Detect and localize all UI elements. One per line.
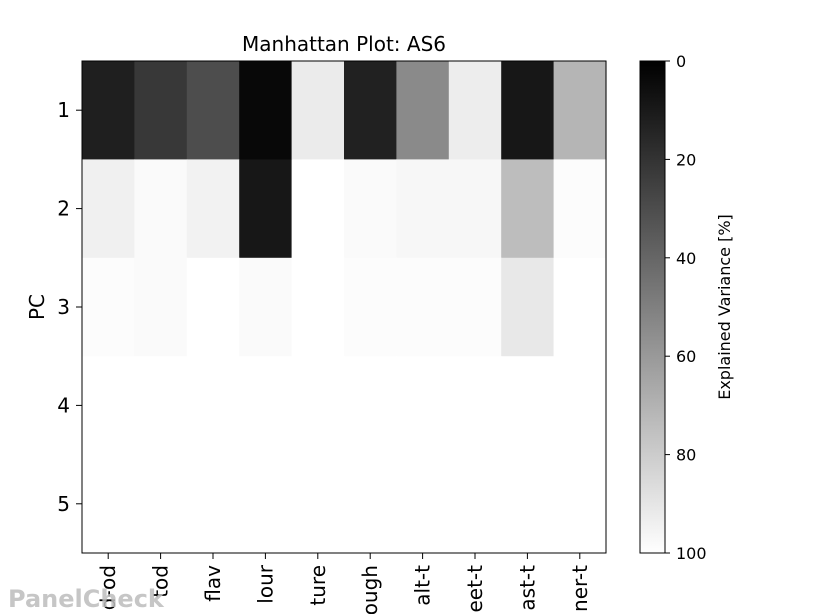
colorbar-tick-label: 0 [676,52,686,71]
y-tick-label: 4 [57,393,70,417]
x-tick-label: ast-t [515,565,539,611]
heatmap-cell [501,61,555,160]
heatmap-cell [239,61,293,160]
heatmap-cell [134,454,188,554]
colorbar-tick-label: 20 [676,150,696,169]
heatmap-cell [553,159,607,259]
heatmap-cell [344,454,397,554]
x-tick-label: eet-t [463,565,487,613]
y-tick-label: 2 [57,197,70,221]
heatmap-cell [291,356,345,456]
colorbar-label: Explained Variance [%] [715,214,734,400]
y-axis: 1 2 3 4 5 [57,98,82,516]
heatmap-cell [186,61,240,160]
heatmap-cell [134,356,188,456]
heatmap-cell [396,159,450,259]
heatmap-cell [501,356,555,456]
heatmap-cell [186,356,240,456]
heatmap-cell [553,356,607,456]
heatmap-cell [239,159,293,259]
heatmap-cell [553,454,607,554]
heatmap-cell [134,159,188,259]
colorbar [639,60,666,554]
heatmap-cell [448,356,502,456]
y-tick-label: 1 [57,98,70,122]
x-tick-label: ture [306,565,330,606]
heatmap-cell [448,159,502,259]
heatmap-cell [186,257,240,357]
heatmap-cell [396,356,450,456]
heatmap-cell [134,257,188,357]
y-tick-label: 5 [57,492,70,516]
heatmap-cell [344,356,397,456]
x-tick-label: ner-t [568,565,592,612]
heatmap-cell [553,257,607,357]
x-tick-label: d-od [96,565,120,610]
x-tick-label: lour [253,564,277,603]
colorbar-tick-label: 80 [676,446,696,465]
y-axis-label: PC [25,294,49,320]
heatmap-cell [239,257,293,357]
heatmap-cell [82,61,135,160]
colorbar-tick-label: 40 [676,249,696,268]
colorbar-tick-label: 60 [676,347,696,366]
heatmap-cell [553,61,607,160]
heatmap-cell [501,159,555,259]
heatmap-cell [344,61,397,160]
heatmap-cell [396,61,450,160]
heatmap-cells [82,61,607,554]
panelcheck-watermark: PanelCheck [8,585,164,613]
heatmap-cell [291,454,345,554]
heatmap-cell [82,257,135,357]
colorbar-tick-label: 100 [676,544,707,563]
heatmap-cell [291,61,345,160]
heatmap-cell [291,257,345,357]
heatmap-cell [448,61,502,160]
y-tick-label: 3 [57,295,70,319]
x-tick-label: tod [149,565,173,598]
x-tick-label: alt-t [411,565,435,606]
heatmap-cell [501,454,555,554]
heatmap-cell [82,159,135,259]
heatmap-cell [396,454,450,554]
x-tick-label: ough [358,565,382,614]
heatmap-cell [239,454,293,554]
heatmap-cell [448,454,502,554]
heatmap-cell [186,159,240,259]
x-axis: d-od tod flav lour ture ough alt-t eet-t ast-t ne… [96,553,592,614]
heatmap-cell [344,257,397,357]
heatmap-cell [186,454,240,554]
heatmap-cell [396,257,450,357]
heatmap-cell [82,356,135,456]
colorbar-ticks: 0 20 40 60 80 100 [665,52,707,563]
heatmap-cell [134,61,188,160]
heatmap-cell [239,356,293,456]
x-tick-label: flav [201,565,225,602]
heatmap-cell [448,257,502,357]
heatmap-cell [82,454,135,554]
chart-title: Manhattan Plot: AS6 [242,32,446,56]
heatmap-cell [501,257,555,357]
heatmap-cell [344,159,397,259]
heatmap-cell [291,159,345,259]
